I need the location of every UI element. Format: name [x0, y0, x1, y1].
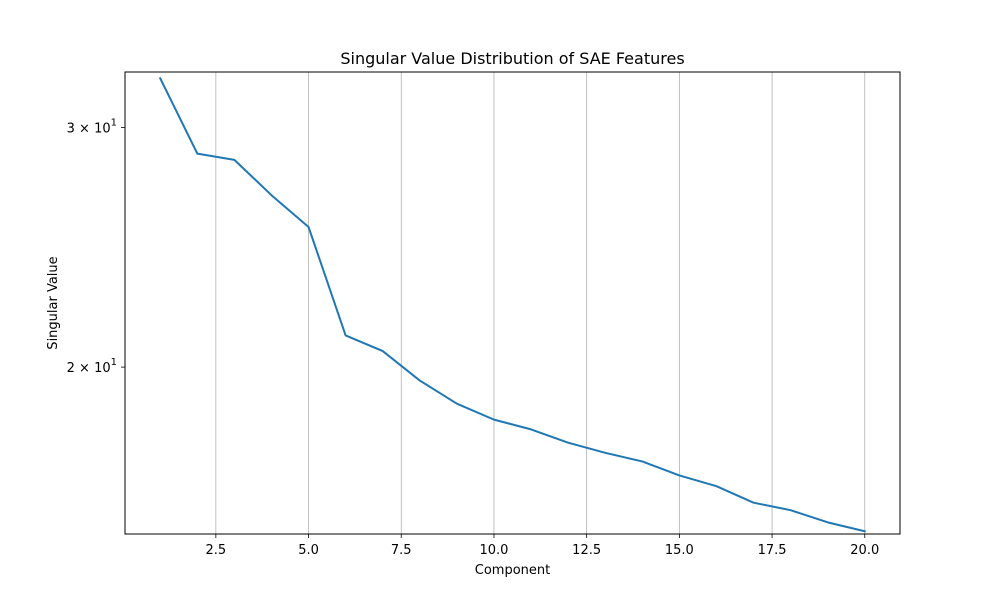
x-axis: 2.5 5.0 7.5 10.0 12.5 15.0 17.5 20.0	[206, 534, 879, 558]
y-tick-label-base: 3 × 10	[67, 121, 111, 136]
y-axis-label: Singular Value	[46, 256, 61, 349]
x-tick-label: 12.5	[572, 543, 601, 558]
y-tick-label-base: 2 × 10	[67, 361, 111, 376]
y-tick-label: 2 × 101	[67, 357, 117, 376]
x-tick-label: 10.0	[479, 543, 508, 558]
series-line-0	[158, 76, 866, 533]
x-tick-label: 2.5	[206, 543, 227, 558]
x-tick-label: 15.0	[665, 543, 694, 558]
chart-title: Singular Value Distribution of SAE Featu…	[340, 49, 684, 68]
y-tick-label-exponent: 1	[111, 357, 117, 368]
series-layer	[158, 76, 866, 533]
grid-layer	[215, 72, 866, 534]
x-tick-label: 17.5	[758, 543, 787, 558]
x-tick-label: 7.5	[391, 543, 412, 558]
x-axis-label: Component	[475, 563, 550, 578]
x-tick-label: 5.0	[298, 543, 319, 558]
plot-area-frame	[124, 71, 901, 535]
x-tick-label: 20.0	[850, 543, 879, 558]
y-tick-label: 3 × 101	[67, 117, 117, 136]
y-tick-label-exponent: 1	[111, 117, 117, 128]
